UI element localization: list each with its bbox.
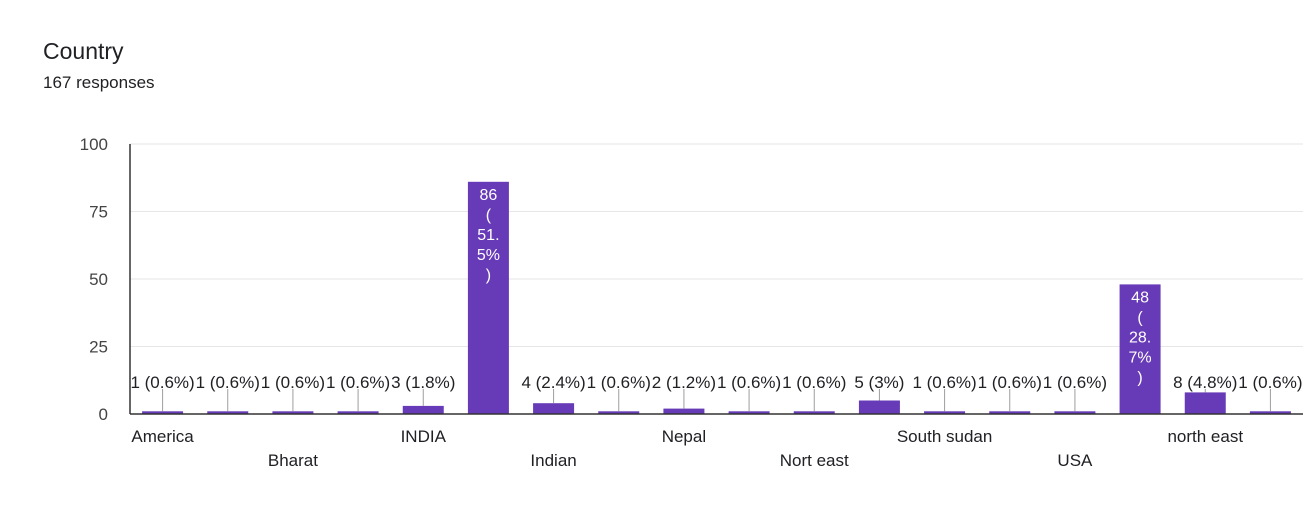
bar (598, 411, 640, 414)
y-tick-label: 0 (99, 405, 108, 424)
bar-value-label: 1 (0.6%) (717, 373, 781, 392)
bar-value-label: 1 (0.6%) (326, 373, 390, 392)
y-tick-label: 100 (80, 135, 108, 154)
bar (533, 403, 575, 414)
bar-value-label: ) (486, 267, 491, 284)
x-tick-label: INDIA (401, 427, 447, 446)
bar-value-label: 3 (1.8%) (391, 373, 455, 392)
x-tick-label: USA (1057, 451, 1093, 470)
x-tick-label: Indian (530, 451, 576, 470)
x-tick-label: Bharat (268, 451, 318, 470)
label-leaders (162, 389, 1271, 412)
bar (337, 411, 379, 414)
bar (858, 400, 900, 414)
y-axis: 0 25 50 75 100 (80, 135, 1303, 424)
bar-value-label: 1 (0.6%) (1238, 373, 1302, 392)
bar-value-label: 51. (477, 227, 499, 244)
bar-value-label: ( (486, 207, 492, 224)
bar (924, 411, 966, 414)
bar-value-label: 86 (480, 187, 498, 204)
x-tick-label: north east (1167, 427, 1243, 446)
bar-value-label: 2 (1.2%) (652, 373, 716, 392)
x-tick-label: Nepal (662, 427, 706, 446)
bar (1054, 411, 1096, 414)
bar-value-label: 1 (0.6%) (912, 373, 976, 392)
bar (467, 181, 509, 414)
bar-value-label: 1 (0.6%) (261, 373, 325, 392)
bar (1119, 284, 1161, 414)
bar-value-label: 1 (0.6%) (587, 373, 651, 392)
bar-value-label: 48 (1131, 289, 1149, 306)
bar-value-label: 8 (4.8%) (1173, 373, 1237, 392)
bars (142, 181, 1291, 414)
x-tick-label: Nort east (780, 451, 849, 470)
data-labels: 1 (0.6%) 1 (0.6%) 1 (0.6%) 1 (0.6%) 3 (1.8%)… (130, 187, 1302, 392)
x-axis: America Bharat INDIA Indian Nepal Nort east So… (131, 427, 1243, 470)
bar (207, 411, 249, 414)
bar (1249, 411, 1291, 414)
x-tick-label: South sudan (897, 427, 992, 446)
bar (728, 411, 770, 414)
bar (142, 411, 184, 414)
bar-value-label: 1 (0.6%) (196, 373, 260, 392)
bar-value-label: 7% (1129, 349, 1152, 366)
bar-value-label: 1 (0.6%) (130, 373, 194, 392)
chart-title: Country (43, 38, 124, 64)
y-tick-label: 75 (89, 203, 108, 222)
bar (402, 405, 444, 414)
bar-value-label: 28. (1129, 329, 1151, 346)
response-count: 167 responses (43, 73, 155, 92)
bar-value-label: ( (1137, 309, 1143, 326)
bar (1184, 392, 1226, 414)
y-tick-label: 50 (89, 270, 108, 289)
bar (663, 408, 705, 414)
bar (272, 411, 314, 414)
bar-value-label: 5 (3%) (854, 373, 904, 392)
bar-value-label: ) (1137, 369, 1142, 386)
y-tick-label: 25 (89, 338, 108, 357)
bar-value-label: 5% (477, 247, 500, 264)
bar (989, 411, 1031, 414)
bar-value-label: 1 (0.6%) (1043, 373, 1107, 392)
bar (793, 411, 835, 414)
bar-value-label: 1 (0.6%) (978, 373, 1042, 392)
bar-value-label: 4 (2.4%) (521, 373, 585, 392)
bar-value-label: 1 (0.6%) (782, 373, 846, 392)
gridlines (130, 143, 1303, 347)
x-tick-label: America (131, 427, 194, 446)
